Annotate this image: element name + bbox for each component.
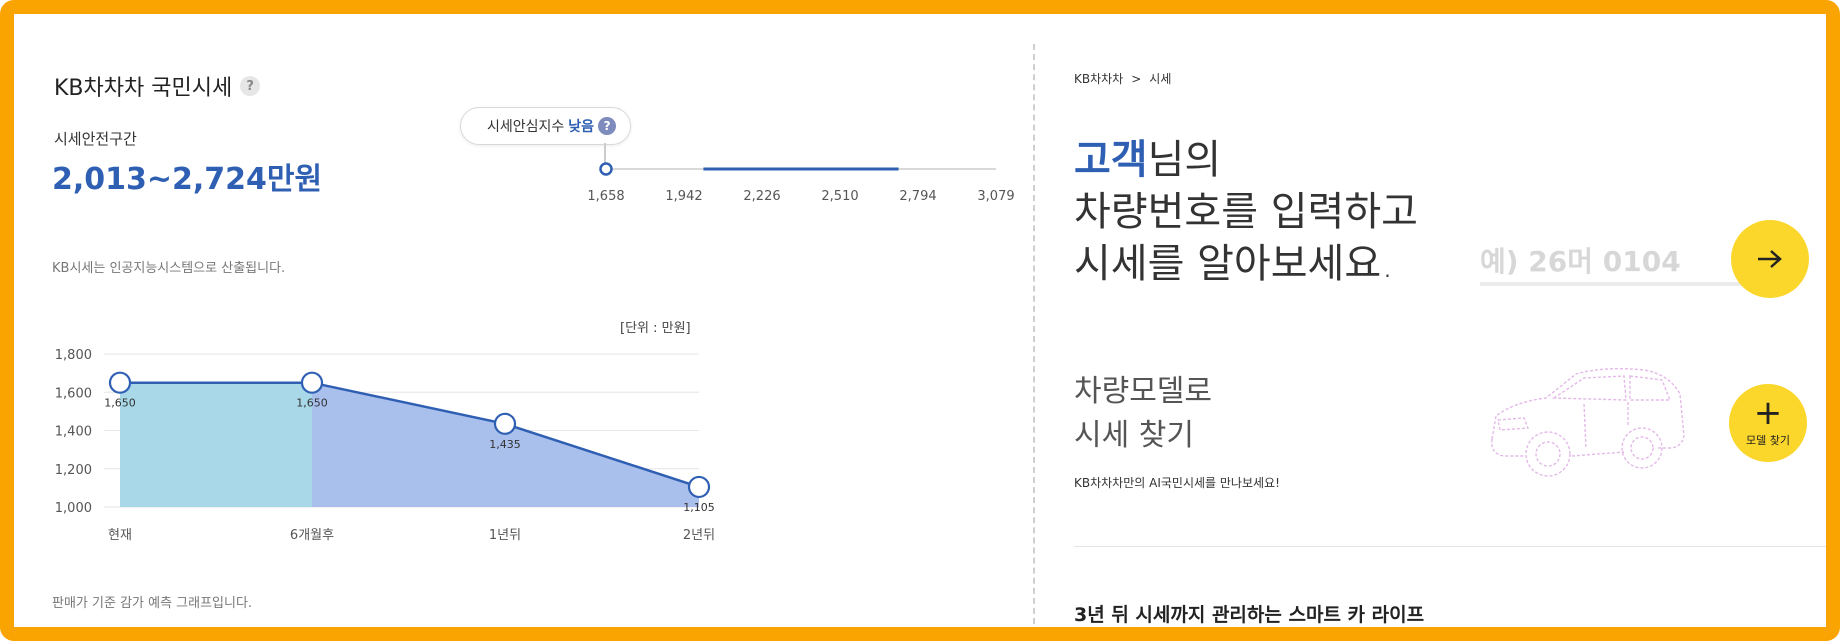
find-model-button[interactable]: + 모델 찾기 <box>1729 384 1807 462</box>
arrow-right-icon <box>1758 250 1782 268</box>
data-point <box>108 371 132 394</box>
data-label: 1,650 <box>104 397 136 410</box>
footer-note: 판매가 기준 감가 예측 그래프입니다. <box>52 596 253 611</box>
x-tick-label: 1년뒤 <box>489 528 521 543</box>
smart-car-life-heading: 3년 뒤 시세까지 관리하는 스마트 카 라이프 <box>1074 604 1425 626</box>
scale-tick-label: 2,226 <box>743 189 780 204</box>
model-search-title: 차량모델로 시세 찾기 <box>1074 370 1212 458</box>
scale-tick-label: 2,510 <box>821 189 858 204</box>
data-point <box>300 371 324 394</box>
price-scale: 1,658 1,942 2,226 2,510 2,794 3,079 <box>587 162 1014 204</box>
confidence-label: 시세안심지수 <box>487 119 565 135</box>
hero-heading: 고객님의 차량번호를 입력하고 시세를 알아보세요. <box>1074 134 1418 290</box>
help-icon[interactable]: ? <box>240 76 261 96</box>
section-divider <box>1074 546 1826 547</box>
panel-divider <box>1033 44 1035 624</box>
safe-range-value: 2,013~2,724만원 <box>52 162 323 197</box>
x-tick-label: 현재 <box>108 528 132 543</box>
hero-line2: 차량번호를 입력하고 <box>1074 189 1418 235</box>
y-tick-label: 1,400 <box>55 425 92 440</box>
scale-tick-label: 1,658 <box>587 189 624 204</box>
plus-icon: + <box>1753 393 1783 433</box>
hero-accent: 고객 <box>1074 137 1148 183</box>
series-line <box>120 381 700 489</box>
car-illustration-icon <box>1491 367 1685 477</box>
breadcrumb: KB차차차 > 시세 <box>1074 70 1171 87</box>
ai-note: KB시세는 인공지능시스템으로 산출됩니다. <box>52 261 286 276</box>
depreciation-chart: 1,000 1,200 1,400 1,600 1,800 1,650 현재 1,650 6개월… <box>55 348 715 543</box>
breadcrumb-current[interactable]: 시세 <box>1149 72 1172 86</box>
unit-label: [단위 : 만원] <box>620 321 691 336</box>
y-tick-label: 1,800 <box>55 348 92 363</box>
y-tick-label: 1,200 <box>55 463 92 478</box>
scale-tick-label: 2,794 <box>899 189 936 204</box>
page-title: KB차차차 국민시세 ? <box>54 70 261 102</box>
model-title-line1: 차량모델로 <box>1074 374 1212 409</box>
data-label: 1,435 <box>489 438 521 451</box>
model-search-description: KB차차차만의 AI국민시세를 만나보세요! <box>1074 476 1280 490</box>
y-tick-label: 1,600 <box>55 386 92 401</box>
area-forecast-segment <box>312 382 699 507</box>
data-point <box>687 475 711 499</box>
x-tick-label: 6개월후 <box>290 528 334 543</box>
confidence-help-icon[interactable]: ? <box>598 117 617 135</box>
x-tick-label: 2년뒤 <box>683 528 715 543</box>
hero-line3: 시세를 알아보세요. <box>1074 241 1394 287</box>
breadcrumb-separator: > <box>1131 71 1142 86</box>
find-model-label: 모델 찾기 <box>1746 434 1790 447</box>
search-plate-button[interactable] <box>1731 220 1809 298</box>
data-point <box>493 412 517 435</box>
model-title-line2: 시세 찾기 <box>1074 418 1194 453</box>
y-tick-label: 1,000 <box>55 501 92 516</box>
scale-marker <box>599 162 613 176</box>
scale-tick-label: 3,079 <box>977 189 1014 204</box>
data-label: 1,105 <box>683 501 715 514</box>
scale-tick-label: 1,942 <box>665 189 702 204</box>
safe-range-label: 시세안전구간 <box>54 130 137 148</box>
title-text: KB차차차 국민시세 <box>54 76 233 101</box>
confidence-pill: 시세안심지수 낮음 ? <box>460 107 632 145</box>
pill-connector <box>604 143 606 165</box>
data-label: 1,650 <box>296 397 328 410</box>
confidence-value: 낮음 <box>568 119 595 135</box>
area-current-segment <box>120 382 312 507</box>
breadcrumb-home[interactable]: KB차차차 <box>1074 72 1124 86</box>
hero-line1: 님의 <box>1147 137 1222 183</box>
plate-number-input[interactable] <box>1480 240 1760 286</box>
